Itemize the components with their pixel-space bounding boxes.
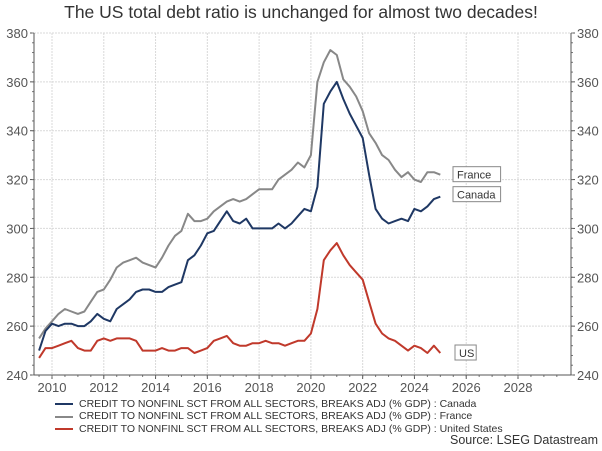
axes: 240 240 260 260 280 280 300 300 320 320 340 340 360 3… bbox=[6, 26, 598, 395]
y-tick-label-left: 240 bbox=[6, 368, 28, 383]
legend-swatch-france bbox=[55, 415, 73, 418]
y-tick-label-left: 380 bbox=[6, 26, 28, 41]
x-tick-label: 2024 bbox=[400, 380, 429, 395]
source-note: Source: LSEG Datastream bbox=[450, 433, 598, 447]
y-tick-label-right: 280 bbox=[577, 270, 599, 285]
y-tick-label-right: 240 bbox=[577, 368, 599, 383]
x-tick-label: 2010 bbox=[38, 380, 67, 395]
x-tick-label: 2022 bbox=[348, 380, 377, 395]
y-tick-label-left: 260 bbox=[6, 319, 28, 334]
end-label-france-text: France bbox=[457, 170, 491, 182]
y-tick-label-right: 320 bbox=[577, 173, 599, 188]
y-tick-label-left: 320 bbox=[6, 173, 28, 188]
end-label-canada: Canada bbox=[452, 186, 502, 203]
x-tick-label: 2020 bbox=[296, 380, 325, 395]
x-tick-label: 2012 bbox=[89, 380, 118, 395]
x-tick-label: 2014 bbox=[141, 380, 170, 395]
y-tick-label-left: 360 bbox=[6, 75, 28, 90]
series-line-france bbox=[38, 49, 441, 339]
y-tick-label-left: 280 bbox=[6, 270, 28, 285]
legend-item-france: CREDIT TO NONFINL SCT FROM ALL SECTORS, … bbox=[55, 410, 503, 424]
end-label-us-box bbox=[454, 344, 477, 361]
y-tick-label-left: 300 bbox=[6, 221, 28, 236]
end-labels: Canada France US bbox=[452, 166, 502, 361]
series-line-canada bbox=[38, 80, 441, 351]
y-tick-label-right: 380 bbox=[577, 26, 599, 41]
y-tick-label-left: 340 bbox=[6, 124, 28, 139]
end-label-france: France bbox=[452, 166, 502, 183]
y-tick-label-right: 260 bbox=[577, 319, 599, 334]
legend-item-us: CREDIT TO NONFINL SCT FROM ALL SECTORS, … bbox=[55, 423, 503, 436]
gridlines bbox=[34, 32, 571, 375]
legend: CREDIT TO NONFINL SCT FROM ALL SECTORS, … bbox=[55, 398, 503, 436]
end-label-france-box bbox=[452, 166, 502, 183]
x-tick-label: 2026 bbox=[452, 380, 481, 395]
series-lines bbox=[38, 49, 442, 359]
legend-swatch-canada bbox=[55, 403, 73, 406]
series-line-us bbox=[38, 242, 442, 359]
end-label-canada-box bbox=[452, 186, 502, 203]
end-label-us-text: US bbox=[459, 348, 474, 360]
legend-label-canada: CREDIT TO NONFINL SCT FROM ALL SECTORS, … bbox=[79, 397, 477, 410]
y-tick-label-right: 340 bbox=[577, 124, 599, 139]
chart-title: The US total debt ratio is unchanged for… bbox=[64, 2, 538, 22]
legend-swatch-us bbox=[55, 428, 73, 431]
legend-item-canada: CREDIT TO NONFINL SCT FROM ALL SECTORS, … bbox=[55, 398, 503, 411]
legend-label-france: CREDIT TO NONFINL SCT FROM ALL SECTORS, … bbox=[79, 410, 473, 423]
y-tick-label-right: 360 bbox=[577, 75, 599, 90]
x-tick-label: 2018 bbox=[245, 380, 274, 395]
end-label-canada-text: Canada bbox=[457, 190, 496, 202]
x-tick-label: 2016 bbox=[193, 380, 222, 395]
end-label-us: US bbox=[454, 344, 477, 361]
legend-label-us: CREDIT TO NONFINL SCT FROM ALL SECTORS, … bbox=[79, 422, 503, 435]
y-tick-label-right: 300 bbox=[577, 221, 599, 236]
x-tick-label: 2028 bbox=[504, 380, 533, 395]
